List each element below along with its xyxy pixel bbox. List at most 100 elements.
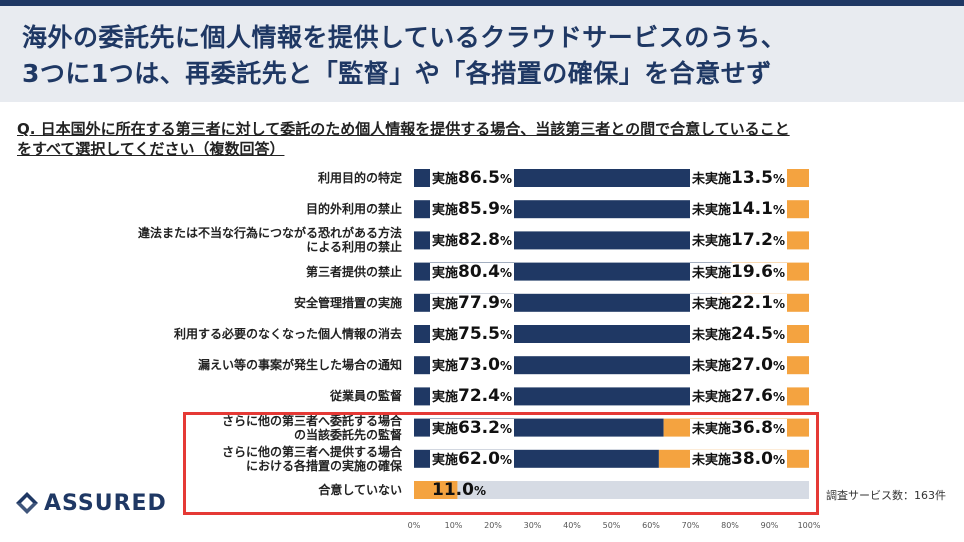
- label-not-done-percent: %: [772, 296, 785, 311]
- bar-label-not-done: 未実施27.0%: [690, 355, 787, 377]
- label-not-done-percent: %: [772, 328, 785, 342]
- bar-label-done: 実施75.5%: [430, 325, 514, 345]
- assured-logo-icon: [16, 492, 38, 514]
- label-done-text: 実施: [432, 234, 459, 250]
- category-label: 第三者提供の禁止: [306, 265, 402, 279]
- assured-logo: ASSURED: [14, 490, 167, 516]
- x-axis-tick: 70%: [681, 521, 700, 530]
- label-not-done-text: 未実施: [692, 265, 732, 281]
- label-not-done-text: 未実施: [692, 172, 732, 187]
- category-label-line: 第三者提供の禁止: [305, 264, 402, 279]
- bar-label-done: 実施62.0%: [430, 449, 514, 470]
- bar-label-done: 実施86.5%: [430, 169, 514, 189]
- label-not-done-value: 38.0: [731, 448, 773, 469]
- label-done-value: 77.9: [458, 292, 500, 313]
- category-label-line: 安全管理措置の実施: [293, 295, 402, 310]
- title-line-2: 3つに1つは、再委託先と「監督」や「各措置の確保」を合意せず: [22, 59, 772, 88]
- label-done-percent: %: [499, 296, 512, 311]
- category-label-line: 利用目的の特定: [317, 171, 402, 185]
- label-not-done-value: 36.8: [731, 417, 773, 438]
- label-not-done-text: 未実施: [692, 203, 732, 219]
- label-done-text: 実施: [432, 265, 459, 281]
- label-done-text: 実施: [432, 328, 459, 343]
- bar-label-done: 実施63.2%: [430, 417, 514, 439]
- bar-label-none: 11.0%: [430, 481, 488, 500]
- bar-label-not-done: 未実施13.5%: [690, 169, 787, 189]
- bar-label-done: 実施80.4%: [430, 262, 514, 283]
- label-not-done-value: 22.1: [731, 292, 773, 313]
- bar-label-not-done: 未実施14.1%: [690, 199, 787, 221]
- category-label-line: 漏えい等の事案が発生した場合の通知: [197, 358, 402, 373]
- survey-count-note: 調査サービス数：163件: [826, 489, 946, 502]
- label-done-text: 実施: [432, 359, 459, 375]
- category-label: さらに他の第三者へ提供する場合 における各措置の実施の確保: [222, 445, 402, 473]
- label-not-done-percent: %: [772, 390, 785, 405]
- label-done-text: 実施: [432, 390, 459, 406]
- label-done-value: 86.5: [458, 168, 500, 188]
- label-not-done-value: 24.5: [731, 324, 773, 344]
- category-label: 合意していない: [318, 483, 402, 497]
- category-label-line: 違法または不当な行為につながる恐れがある方法: [137, 226, 402, 241]
- bar-label-done: 実施72.4%: [430, 386, 514, 408]
- bar-label-not-done: 未実施19.6%: [690, 261, 787, 283]
- label-not-done-value: 13.5: [731, 168, 773, 188]
- label-done-value: 63.2: [458, 417, 500, 438]
- category-label: 利用する必要のなくなった個人情報の消去: [174, 327, 402, 341]
- category-label-line: 従業員の監督: [329, 389, 402, 404]
- x-axis-tick: 60%: [642, 521, 660, 530]
- label-done-percent: %: [499, 203, 512, 218]
- x-axis-tick: 100%: [797, 521, 821, 530]
- label-done-percent: %: [499, 421, 512, 436]
- question-line-2: をすべて選択してください（複数回答）: [17, 140, 285, 158]
- x-axis-tick: 80%: [721, 521, 739, 530]
- label-not-done-text: 未実施: [692, 359, 732, 375]
- label-done-percent: %: [499, 452, 512, 467]
- category-label: 漏えい等の事案が発生した場合の通知: [198, 358, 402, 372]
- bar-label-not-done: 未実施17.2%: [690, 231, 787, 252]
- label-done-text: 実施: [432, 452, 459, 468]
- bar-label-done: 実施85.9%: [430, 200, 514, 221]
- label-done-percent: %: [499, 390, 512, 405]
- bar-label-not-done: 未実施24.5%: [690, 325, 787, 345]
- bar-none-agreed: [414, 481, 458, 499]
- category-label: 違法または不当な行為につながる恐れがある方法 による利用の禁止: [138, 226, 402, 254]
- category-label-line: さらに他の第三者へ委託する場合: [221, 413, 402, 428]
- label-done-percent: %: [499, 265, 512, 280]
- category-label: 従業員の監督: [330, 389, 402, 403]
- label-not-done-percent: %: [772, 421, 785, 436]
- bar-label-not-done: 未実施22.1%: [690, 292, 787, 314]
- label-not-done-value: 19.6: [731, 261, 773, 282]
- label-not-done-percent: %: [772, 265, 785, 280]
- label-done-value: 75.5: [458, 324, 500, 344]
- category-label-line: における各措置の実施の確保: [245, 458, 402, 473]
- label-done-value: 82.8: [458, 230, 500, 251]
- label-not-done-value: 27.0: [731, 355, 773, 376]
- label-not-done-percent: %: [772, 452, 785, 467]
- label-not-done-value: 27.6: [731, 386, 773, 407]
- label-not-done-text: 未実施: [692, 390, 732, 406]
- logo-text: ASSURED: [44, 490, 167, 516]
- label-done-percent: %: [499, 328, 512, 342]
- label-none-percent: %: [473, 484, 486, 498]
- label-done-value: 73.0: [458, 355, 500, 376]
- label-not-done-value: 14.1: [731, 199, 773, 220]
- category-label-line: 利用する必要のなくなった個人情報の消去: [173, 327, 402, 341]
- label-done-value: 72.4: [458, 386, 500, 407]
- header-banner: 海外の委託先に個人情報を提供しているクラウドサービスのうち、 3つに1つは、再委…: [0, 6, 964, 102]
- title-line-1: 海外の委託先に個人情報を提供しているクラウドサービスのうち、: [22, 23, 787, 52]
- x-axis-tick: 90%: [760, 521, 779, 530]
- label-not-done-percent: %: [772, 172, 785, 186]
- label-done-percent: %: [499, 234, 512, 249]
- label-not-done-text: 未実施: [692, 421, 732, 437]
- top-accent-bar: [0, 0, 964, 6]
- label-none-value: 11.0: [432, 480, 474, 500]
- bar-label-done: 実施77.9%: [430, 292, 514, 314]
- x-axis-tick: 10%: [444, 521, 463, 530]
- category-label-line: さらに他の第三者へ提供する場合: [221, 444, 402, 459]
- label-not-done-text: 未実施: [692, 296, 732, 312]
- category-label-line: 合意していない: [318, 483, 402, 497]
- x-axis-tick: 30%: [523, 521, 542, 530]
- bar-label-not-done: 未実施27.6%: [690, 386, 787, 408]
- label-done-percent: %: [499, 172, 512, 186]
- bar-remainder: [457, 481, 809, 499]
